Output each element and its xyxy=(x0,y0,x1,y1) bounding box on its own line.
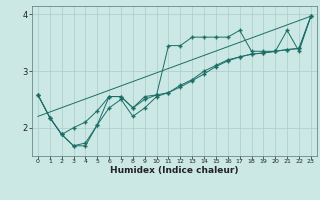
X-axis label: Humidex (Indice chaleur): Humidex (Indice chaleur) xyxy=(110,166,239,175)
